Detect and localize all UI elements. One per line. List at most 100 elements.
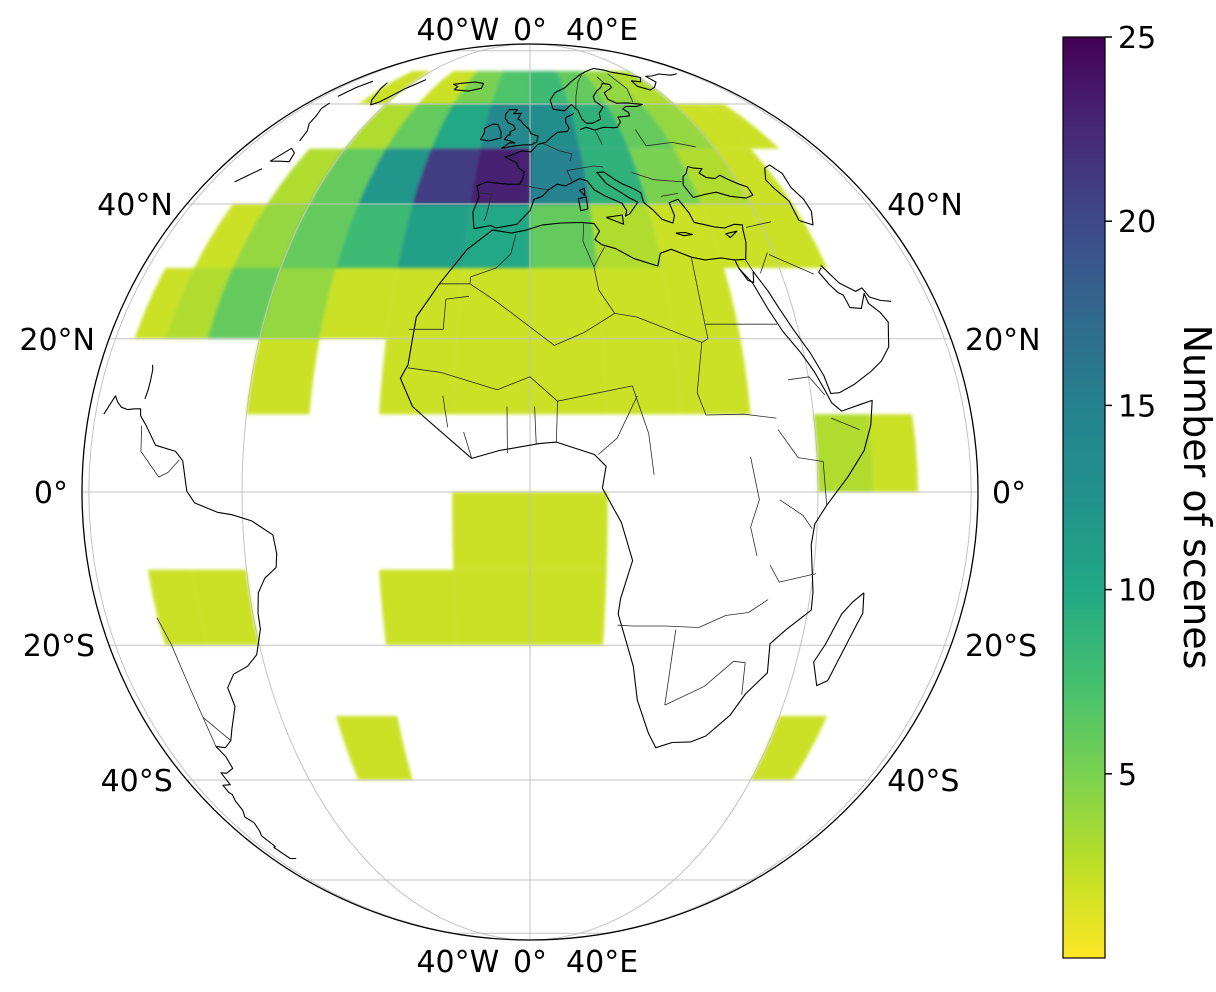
heatmap-cell — [628, 148, 702, 204]
country-border — [408, 295, 470, 330]
heatmap-cell — [379, 338, 457, 415]
country-border — [777, 429, 828, 506]
coastlines-layer — [103, 67, 892, 860]
country-border — [769, 565, 817, 583]
heatmap-cell — [453, 71, 504, 104]
heatmap-cell — [568, 104, 629, 149]
coastline — [610, 71, 677, 91]
graticule-meridian — [88, 44, 531, 940]
heatmap-cell — [813, 414, 874, 492]
heatmap-cell — [207, 268, 281, 339]
country-border — [202, 717, 232, 741]
heatmap-cell — [530, 492, 608, 570]
coastline — [269, 147, 295, 163]
heatmap-cell — [750, 716, 828, 780]
parallel-label-right: 0° — [992, 476, 1026, 511]
country-borders-layer — [140, 73, 860, 747]
heatmap-cell — [386, 268, 463, 339]
heatmap-cell — [336, 716, 413, 780]
colorbar-label: Number of scenes — [1175, 325, 1216, 670]
parallel-label-right: 20°N — [965, 323, 1041, 358]
country-border — [442, 395, 449, 428]
heatmap-cell — [147, 569, 208, 646]
country-border — [575, 75, 582, 108]
coastline — [820, 264, 892, 302]
country-border — [664, 660, 746, 706]
coastline — [725, 230, 738, 239]
country-border — [140, 451, 180, 478]
country-border — [744, 259, 754, 272]
heatmap-cell — [491, 71, 530, 104]
heatmap-cell — [868, 414, 918, 492]
coastline — [501, 109, 539, 149]
country-border — [698, 599, 769, 628]
colorbar-ticks: 5 10 15 20 25 — [1105, 21, 1156, 793]
heatmap-cell — [412, 148, 480, 204]
heatmap-cell — [259, 268, 336, 339]
heatmap-cell — [530, 569, 607, 646]
heatmap-cell — [336, 204, 413, 268]
country-border — [567, 165, 604, 171]
heatmap-cell — [397, 204, 471, 268]
heatmap-cell — [642, 104, 716, 149]
heatmap-cell — [701, 104, 780, 149]
heatmap-cell — [480, 104, 530, 149]
country-border — [407, 367, 633, 402]
country-border — [594, 129, 603, 145]
colorbar-gradient-bar — [1062, 36, 1106, 959]
heatmap-cell — [530, 104, 580, 149]
heatmap-cell — [358, 71, 432, 104]
parallel-label-left: 20°S — [23, 629, 95, 664]
heatmap-cell — [530, 71, 569, 104]
coastline — [337, 80, 374, 97]
heatmap-cell — [530, 338, 607, 415]
heatmap-cell — [674, 338, 751, 415]
heatmap-cell — [582, 71, 642, 104]
parallel-label-left: 20°N — [19, 323, 95, 358]
graticule-meridian — [529, 44, 819, 940]
heatmap-cell — [597, 268, 674, 339]
heatmap-cell — [750, 204, 828, 268]
heatmap-cell — [452, 492, 530, 570]
country-border — [554, 313, 615, 346]
country-border — [140, 425, 143, 452]
country-border — [463, 431, 473, 459]
colorbar-tick-label: 25 — [1118, 21, 1156, 56]
country-border — [768, 254, 815, 275]
parallel-label-right: 20°S — [965, 629, 1037, 664]
country-border — [746, 221, 771, 228]
heatmap-cell — [530, 148, 590, 204]
coastline — [764, 164, 814, 226]
heatmap-cell — [418, 71, 478, 104]
graticule-meridian — [529, 44, 972, 940]
heatmap-cell — [194, 204, 268, 268]
meridian-label-bottom: 0° — [513, 945, 547, 980]
coastline — [452, 81, 484, 92]
heatmap-cell — [530, 268, 604, 339]
parallel-label-right: 40°S — [887, 764, 959, 799]
coastline — [577, 196, 589, 212]
heatmap-cell — [701, 204, 780, 268]
heatmap-cell — [715, 148, 793, 204]
coastline — [472, 112, 575, 229]
country-border — [631, 172, 682, 183]
country-border — [542, 142, 573, 162]
country-border — [760, 252, 768, 274]
country-border — [598, 395, 638, 455]
heatmap-cell — [134, 268, 194, 339]
coastline — [144, 364, 154, 400]
meridian-label-top: 40°W — [416, 13, 499, 48]
country-border — [593, 246, 606, 267]
country-border — [519, 183, 549, 191]
globe-clip-group — [82, 44, 978, 940]
colorbar: 5 10 15 20 25 Number of scenes — [1062, 21, 1216, 959]
heatmap-cell — [379, 569, 457, 646]
coastline — [480, 123, 502, 142]
country-border — [607, 73, 634, 103]
parallel-label-right: 40°N — [887, 188, 963, 223]
heatmap-cell — [386, 104, 454, 149]
heatmap-cell — [453, 338, 530, 415]
heatmap-cell — [674, 148, 751, 204]
